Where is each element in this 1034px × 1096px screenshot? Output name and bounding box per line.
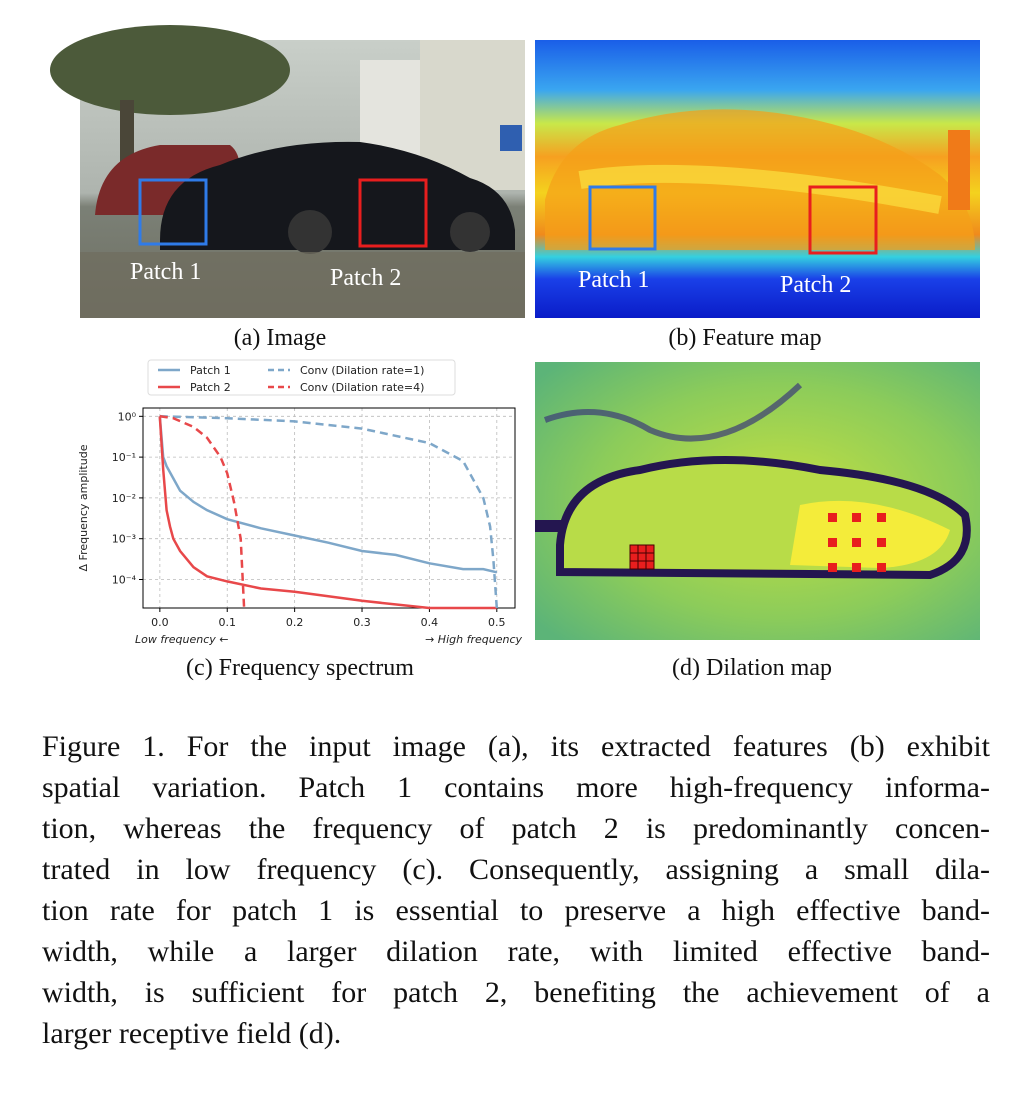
dense-grid — [629, 544, 655, 570]
x-tick-label: 0.5 — [488, 616, 506, 629]
caption-line: Figure 1. For the input image (a), its e… — [42, 730, 990, 763]
y-axis-label: Δ Frequency amplitude — [77, 444, 90, 571]
series-line — [158, 416, 497, 610]
patch-label: Patch 1 — [578, 267, 649, 293]
series-line — [158, 416, 498, 574]
annotation: → High frequency — [425, 633, 522, 646]
legend-label: Conv (Dilation rate=1) — [300, 364, 424, 377]
plot-frame — [142, 407, 516, 609]
caption-line: spatial variation. Patch 1 contains more… — [42, 771, 990, 804]
frequency-chart: Δ Frequency amplitude Low frequency ← → … — [77, 359, 522, 646]
panel-caption: (b) Feature map — [668, 325, 821, 351]
y-tick-label: 10⁰ — [118, 410, 137, 423]
panel-caption: (d) Dilation map — [672, 655, 832, 681]
caption-line: trated in low frequency (c). Consequentl… — [42, 853, 990, 886]
x-tick-label: 0.3 — [353, 616, 371, 629]
legend-label: Patch 1 — [190, 364, 231, 377]
x-tick-label: 0.2 — [286, 616, 304, 629]
feature-map-panel: Patch 1 Patch 2 — [535, 40, 980, 318]
legend-label: Patch 2 — [190, 381, 231, 394]
y-tick-label: 10⁻¹ — [112, 451, 136, 464]
caption-line: tion, whereas the frequency of patch 2 i… — [42, 812, 990, 845]
patch-label: Patch 2 — [330, 265, 401, 291]
x-tick-label: 0.4 — [421, 616, 439, 629]
patch-label: Patch 2 — [780, 272, 851, 298]
x-tick-label: 0.1 — [218, 616, 236, 629]
y-tick-label: 10⁻³ — [112, 533, 136, 546]
x-tick-label: 0.0 — [151, 616, 169, 629]
caption-line: width, is sufficient for patch 2, benefi… — [42, 976, 990, 1009]
series-line — [159, 415, 499, 609]
y-tick-label: 10⁻⁴ — [112, 573, 137, 586]
figure-caption: Figure 1. For the input image (a), its e… — [42, 726, 990, 1054]
legend-box — [147, 359, 456, 396]
patch-label: Patch 1 — [130, 259, 201, 285]
y-tick-label: 10⁻² — [112, 492, 136, 505]
caption-line: larger receptive field (d). — [42, 1017, 342, 1050]
annotation: Low frequency ← — [135, 633, 228, 646]
legend-label: Conv (Dilation rate=4) — [300, 381, 424, 394]
panel-caption: (a) Image — [234, 325, 327, 351]
dilation-grid — [828, 513, 886, 572]
panel-caption: (c) Frequency spectrum — [186, 655, 414, 681]
figure: Patch 1 Patch 2 (a) Image Patch 1 Patch … — [50, 25, 980, 681]
caption-line: tion rate for patch 1 is essential to pr… — [42, 894, 990, 927]
dilation-map-panel — [535, 362, 980, 640]
series-line — [159, 415, 246, 609]
image-panel: Patch 1 Patch 2 — [50, 25, 525, 318]
caption-line: width, while a larger dilation rate, wit… — [42, 935, 990, 968]
